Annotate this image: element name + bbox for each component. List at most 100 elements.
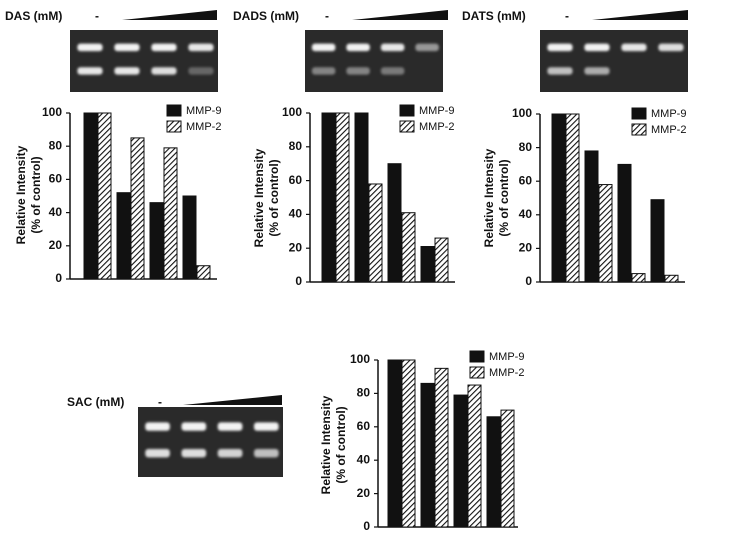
- legend-label: MMP-9: [489, 351, 524, 363]
- bar: [368, 183, 383, 283]
- gel-band: [346, 43, 370, 52]
- bar: [196, 265, 211, 280]
- bar: [97, 112, 112, 280]
- control-label: -: [158, 395, 162, 409]
- gel-band: [584, 43, 610, 52]
- y-tick-label: 0: [295, 274, 302, 288]
- y-axis-label: (% of control): [29, 156, 43, 233]
- legend-swatch: [399, 104, 415, 117]
- bar: [130, 137, 145, 280]
- gel-band: [311, 67, 336, 75]
- bar: [650, 199, 665, 283]
- y-tick-label: 0: [525, 274, 532, 288]
- gel-band: [181, 449, 207, 458]
- y-axis-label: Relative Intensity: [14, 145, 28, 244]
- bar: [434, 237, 449, 283]
- y-axis-label: (% of control): [497, 159, 511, 236]
- gel-band: [217, 422, 243, 431]
- gel-band: [145, 449, 170, 458]
- dose-wedge: [352, 10, 448, 20]
- y-tick-label: 20: [289, 240, 303, 254]
- gel-image: [70, 30, 218, 92]
- gel-band: [547, 67, 573, 75]
- y-tick-label: 100: [350, 352, 370, 366]
- control-label: -: [565, 9, 569, 23]
- y-tick-label: 40: [49, 205, 63, 219]
- y-tick-label: 40: [357, 452, 371, 466]
- legend-swatch: [631, 107, 647, 120]
- y-tick-label: 80: [289, 139, 303, 153]
- bar: [149, 202, 164, 280]
- y-tick-label: 80: [519, 140, 533, 154]
- control-label: -: [95, 9, 99, 23]
- gel-band: [380, 67, 405, 75]
- gel-image: [138, 407, 283, 477]
- gel-label: DAS (mM): [5, 9, 62, 23]
- y-tick-label: 0: [55, 271, 62, 285]
- y-axis-label: (% of control): [334, 406, 348, 483]
- gel-label: DADS (mM): [233, 9, 299, 23]
- y-tick-label: 60: [49, 172, 63, 186]
- legend-swatch: [469, 366, 485, 379]
- y-axis-label: Relative Intensity: [252, 148, 266, 247]
- bar: [420, 246, 435, 283]
- y-tick-label: 40: [519, 207, 533, 221]
- bar: [486, 416, 501, 528]
- gel-band: [380, 43, 405, 52]
- gel-band: [311, 43, 336, 52]
- bar: [420, 382, 435, 528]
- bar: [163, 147, 178, 280]
- bar: [584, 150, 599, 283]
- bar: [387, 359, 402, 528]
- y-tick-label: 20: [357, 486, 371, 500]
- dose-wedge: [592, 10, 688, 20]
- gel-band: [151, 43, 177, 52]
- bar: [401, 212, 416, 283]
- legend-label: MMP-2: [489, 367, 524, 379]
- bar: [598, 184, 613, 283]
- gel-band: [217, 449, 243, 458]
- dose-wedge: [122, 10, 217, 20]
- y-tick-label: 80: [357, 386, 371, 400]
- gel-band: [584, 67, 610, 75]
- y-tick-label: 20: [519, 241, 533, 255]
- bar: [116, 192, 131, 280]
- y-tick-label: 60: [289, 173, 303, 187]
- legend-swatch: [469, 350, 485, 363]
- bar: [83, 112, 98, 280]
- gel-band: [151, 67, 177, 75]
- legend-label: MMP-9: [186, 105, 221, 117]
- legend-label: MMP-2: [419, 121, 454, 133]
- legend-swatch: [631, 123, 647, 136]
- gel-band: [621, 43, 647, 52]
- legend-label: MMP-2: [186, 121, 221, 133]
- legend-label: MMP-9: [419, 105, 454, 117]
- legend-swatch: [399, 120, 415, 133]
- y-axis-label: Relative Intensity: [482, 148, 496, 247]
- bar: [182, 195, 197, 280]
- y-tick-label: 80: [49, 138, 63, 152]
- bar: [453, 394, 468, 528]
- legend-swatch: [166, 104, 182, 117]
- gel-band: [77, 43, 103, 52]
- y-axis-label: Relative Intensity: [319, 395, 333, 494]
- y-tick-label: 0: [363, 519, 370, 533]
- gel-band: [346, 67, 370, 75]
- gel-band: [415, 43, 439, 52]
- bar: [500, 409, 515, 528]
- y-tick-label: 40: [289, 207, 303, 221]
- y-tick-label: 100: [282, 105, 302, 119]
- y-tick-label: 100: [512, 106, 532, 120]
- gel-band: [188, 43, 214, 52]
- bar: [617, 163, 632, 283]
- legend-label: MMP-2: [651, 124, 686, 136]
- legend-swatch: [166, 120, 182, 133]
- gel-image: [540, 30, 688, 92]
- gel-label: DATS (mM): [462, 9, 526, 23]
- gel-band: [145, 422, 170, 431]
- bar: [335, 112, 350, 283]
- bar: [664, 274, 679, 283]
- y-axis-label: (% of control): [267, 159, 281, 236]
- gel-band: [181, 422, 207, 431]
